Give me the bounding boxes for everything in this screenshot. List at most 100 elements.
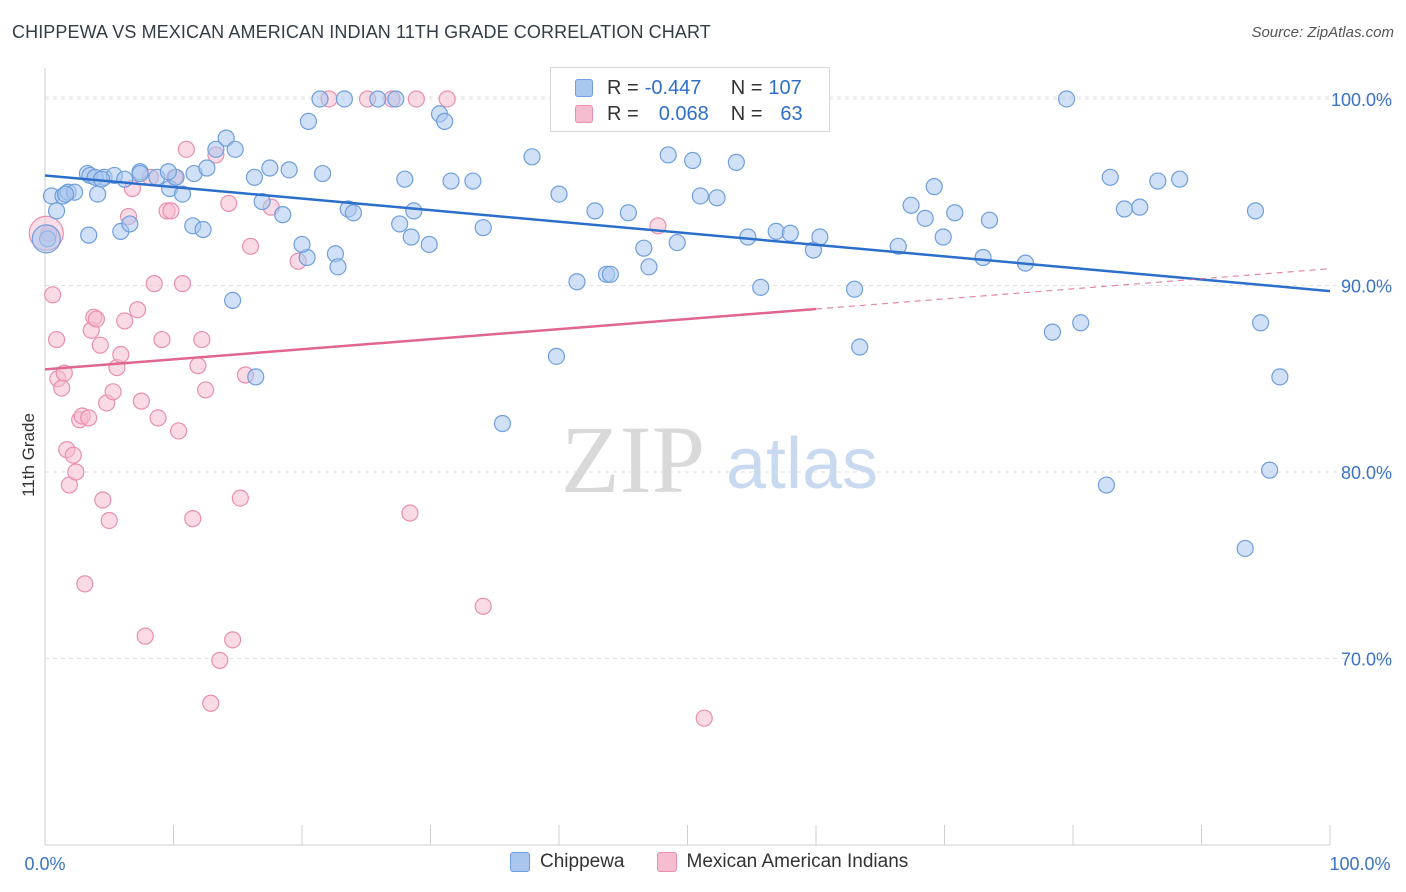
series-legend-chippewa[interactable]: Chippewa [510,851,625,873]
watermark: ZIP atlas [561,406,878,513]
point-chippewa [224,291,242,310]
point-chippewa [1171,170,1189,188]
point-chippewa [396,170,414,188]
point-chippewa [1261,461,1279,479]
point-mexican-american-indians [104,383,122,401]
legend-swatch-mexican-american-indians [575,105,593,123]
point-mexican-american-indians [149,409,167,427]
point-chippewa [80,226,98,244]
point-chippewa-large [31,224,61,254]
point-chippewa [550,185,568,203]
point-mexican-american-indians [401,504,419,522]
point-chippewa [601,265,620,283]
point-chippewa [387,90,405,108]
legend-n-label: N = [730,76,763,99]
point-chippewa [781,224,799,242]
point-chippewa [980,211,999,229]
point-mexican-american-indians [173,275,192,293]
point-chippewa [474,219,492,237]
point-mexican-american-indians [189,357,207,375]
point-chippewa [207,140,225,158]
point-chippewa [1097,476,1116,494]
point-mexican-american-indians [112,345,130,364]
watermark-zip: ZIP [561,406,705,513]
point-mexican-american-indians [76,575,94,593]
point-mexican-american-indians [53,379,71,397]
point-chippewa [344,204,362,222]
point-chippewa [253,192,271,211]
trend-lines [44,174,1331,371]
point-chippewa [851,338,869,356]
point-chippewa [405,202,423,220]
series-swatch-mexican-american-indians [656,852,677,872]
legend-r-label: R = [607,102,639,125]
point-chippewa [173,185,192,203]
point-chippewa [293,235,311,254]
y-axis-label: 11th Grade [19,413,38,497]
legend-n-value: 107 [768,76,802,99]
source-note: Source: ZipAtlas.com [1251,24,1394,41]
point-chippewa [335,90,354,108]
point-chippewa [1131,198,1149,216]
point-chippewa [217,129,235,147]
point-chippewa [640,258,658,276]
legend-swatch-chippewa [575,79,593,97]
point-chippewa [668,233,686,252]
point-chippewa [420,235,438,254]
series-label-mexican-american-indians: Mexican American Indians [686,851,909,872]
point-mexican-american-indians [184,510,202,528]
trend-line-mexican-american-indians-extrapolated [815,268,1331,310]
legend-r-value: 0.068 [658,102,709,125]
point-mexican-american-indians [47,330,66,349]
point-mexican-american-indians [177,140,195,158]
point-mexican-american-indians [695,709,713,727]
legend-n-label: N = [730,102,763,125]
point-chippewa [1043,323,1062,341]
point-chippewa [442,172,460,190]
point-mexican-american-indians [94,491,112,509]
point-mexican-american-indians [220,194,238,213]
point-chippewa [889,237,907,255]
point-chippewa [1236,539,1254,558]
point-chippewa [226,140,244,158]
trend-line-chippewa [44,174,1331,293]
point-chippewa [691,187,709,205]
point-chippewa [635,239,653,257]
point-chippewa [1115,200,1134,218]
point-chippewa [198,159,216,177]
series-chippewa [31,90,1289,558]
point-chippewa [121,215,139,233]
point-chippewa [523,148,541,166]
series-legend-mexican-american-indians[interactable]: Mexican American Indians [656,851,909,873]
point-chippewa [727,153,745,171]
point-chippewa [659,146,677,164]
point-chippewa [464,172,482,190]
trend-line-mexican-american-indians [44,307,817,371]
point-chippewa [329,258,347,276]
series-legend: Chippewa Mexican American Indians [510,851,940,873]
point-mexican-american-indians [202,694,220,712]
point-chippewa [280,161,298,179]
point-chippewa [1271,368,1289,386]
point-chippewa [934,228,952,246]
point-chippewa [684,151,702,170]
point-chippewa [1246,202,1265,220]
point-chippewa [402,228,420,246]
point-chippewa [925,178,943,196]
point-mexican-american-indians [116,312,134,330]
y-tick-label: 70.0% [1341,649,1392,669]
point-mexican-american-indians [64,446,82,464]
point-chippewa [245,168,264,186]
legend-row-chippewa: R = -0.447 N = 107 [575,75,802,101]
point-chippewa [1149,172,1167,190]
point-mexican-american-indians [407,90,425,108]
point-chippewa [547,347,566,365]
point-mexican-american-indians [197,381,215,399]
point-chippewa [391,215,409,233]
point-chippewa [974,248,992,267]
point-mexican-american-indians [91,336,109,354]
legend-n-value: 63 [780,102,803,125]
point-mexican-american-indians [231,489,249,507]
x-tick-label-max: 100.0% [1329,854,1390,874]
